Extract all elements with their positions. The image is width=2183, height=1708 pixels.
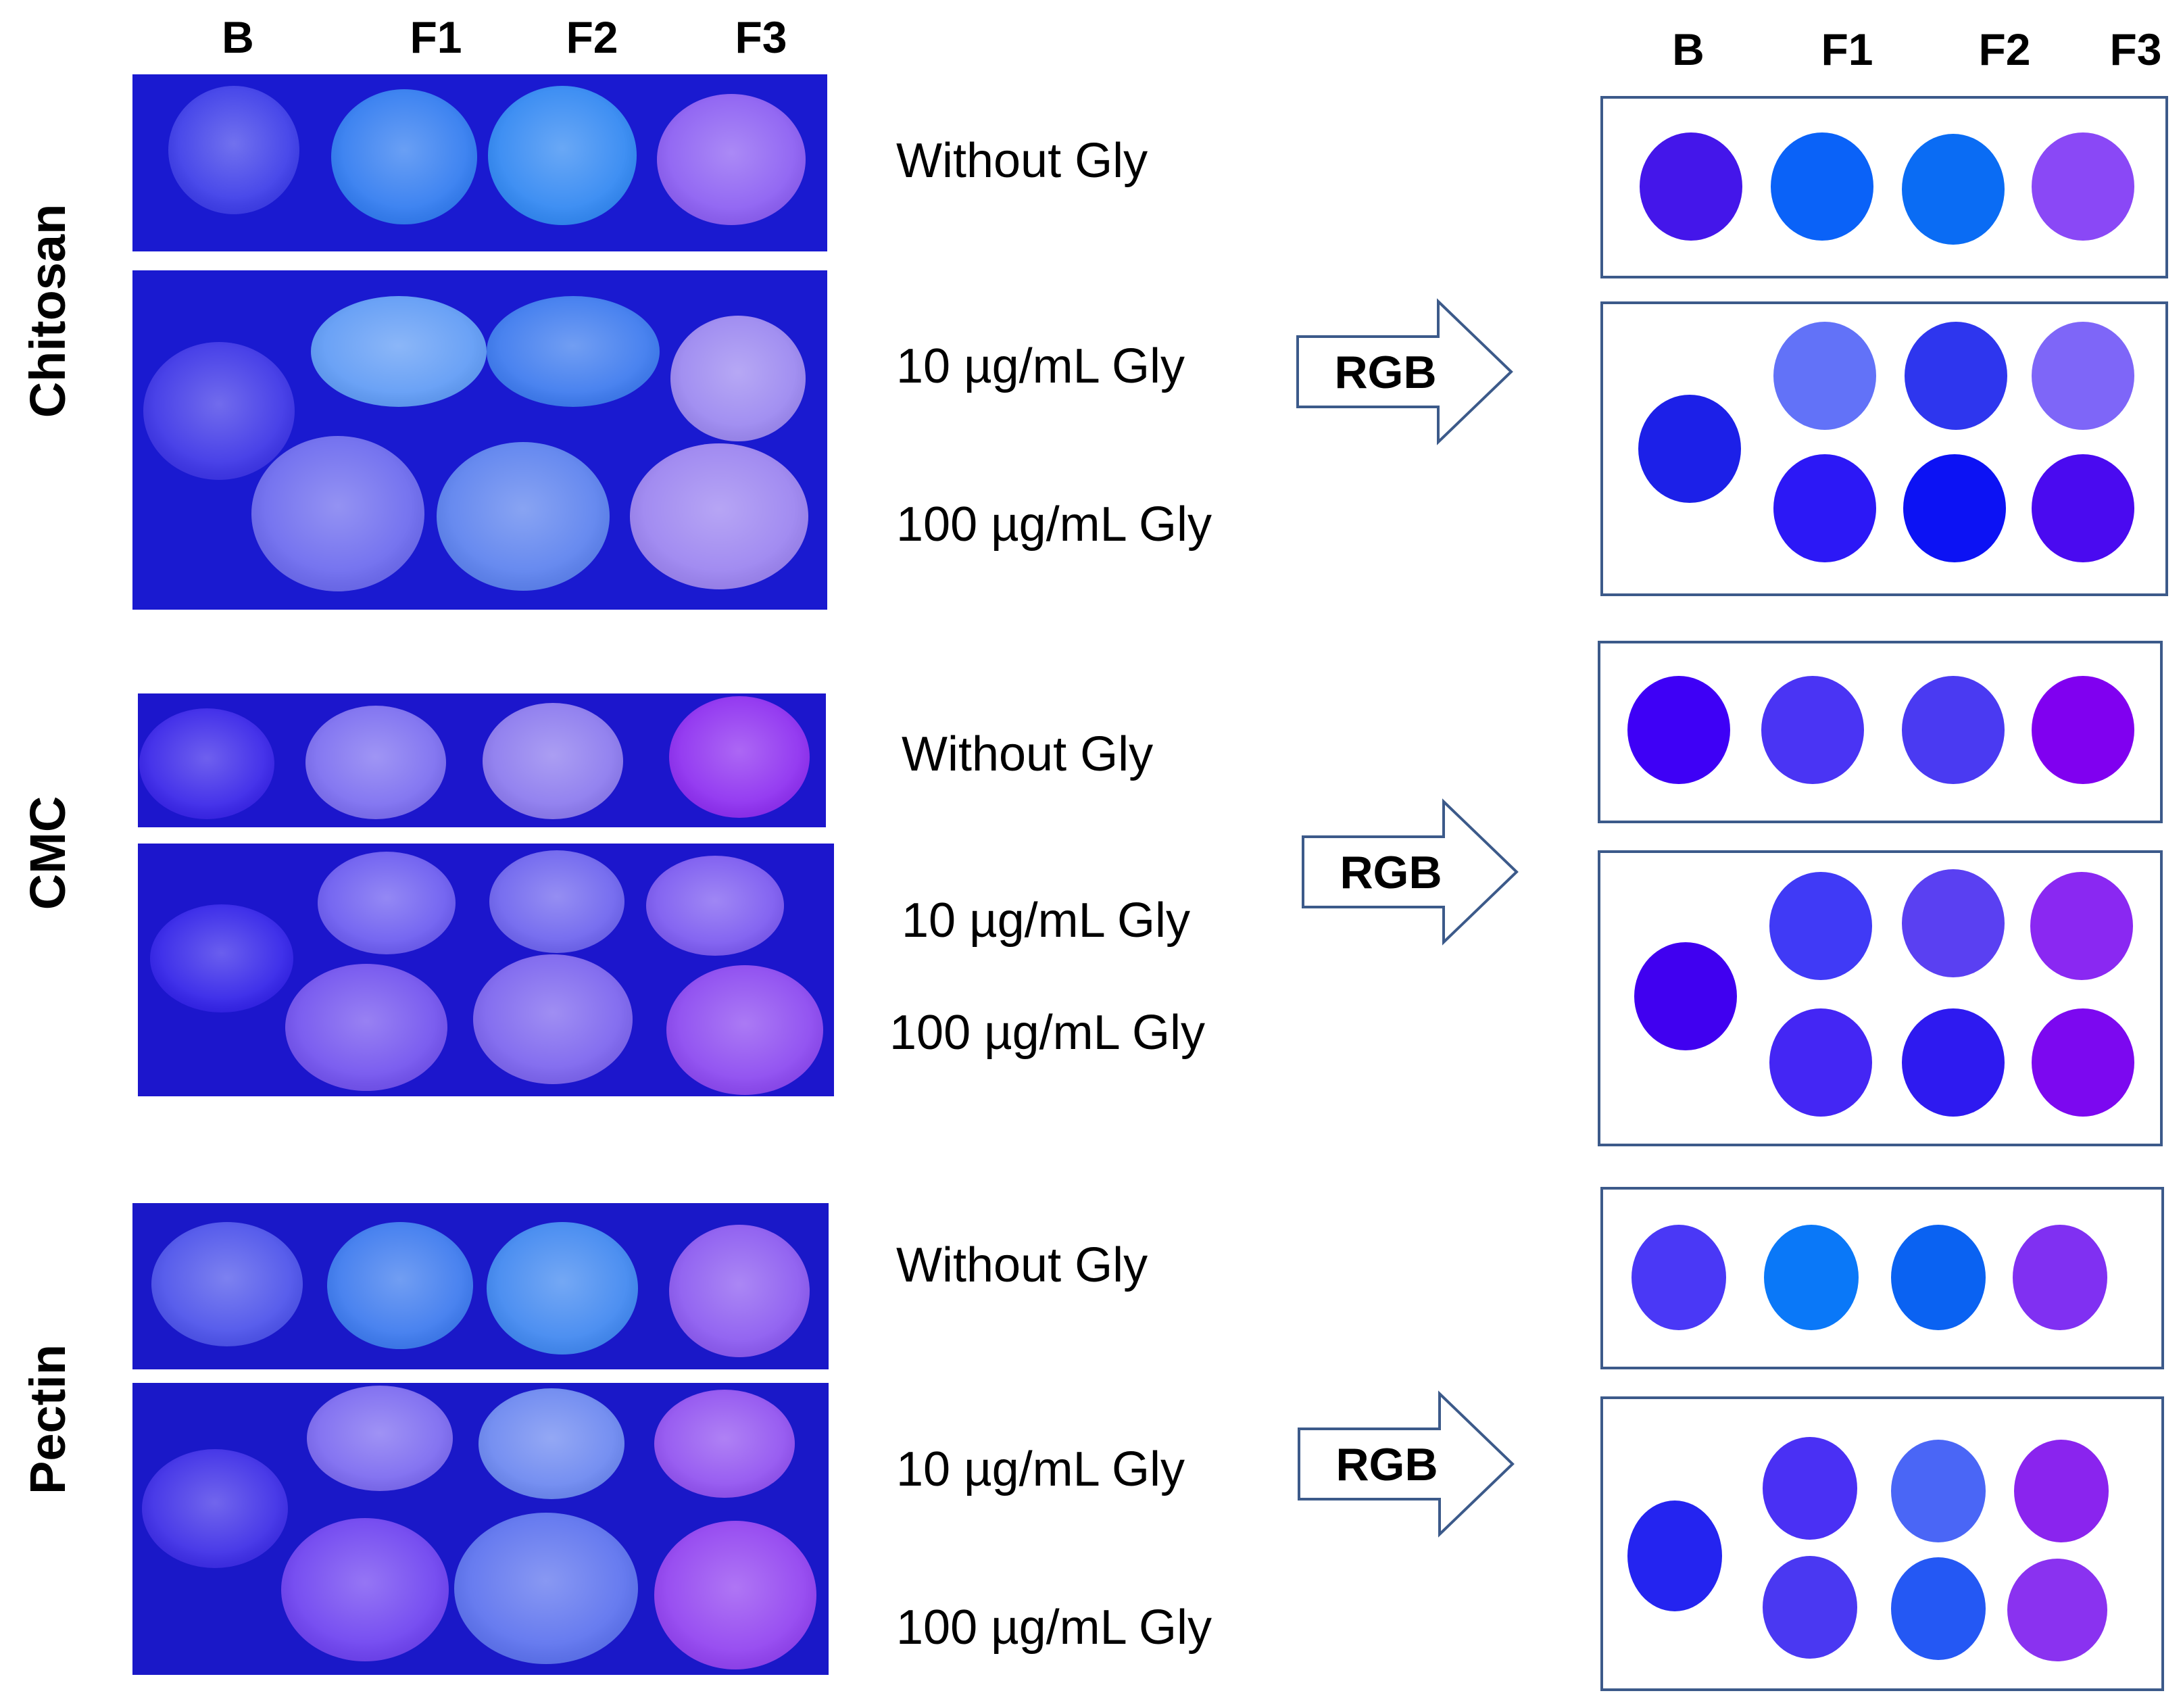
rgb-dot-pectin-without-B: [1632, 1225, 1726, 1330]
rgb-dot-cmc-100-F2: [1902, 1008, 2005, 1117]
rgb-dot-cmc-without-B: [1627, 676, 1730, 784]
panel-chitosan: Chitosan: [20, 74, 2168, 610]
cond-cmc-10: 10 µg/mL Gly: [902, 894, 1190, 948]
rgb-dot-pectin-10-F3: [2014, 1440, 2109, 1542]
cond-chitosan-100: 100 µg/mL Gly: [896, 497, 1212, 552]
rgb-dot-chitosan-without-F1: [1771, 132, 1873, 241]
rgb-label-cmc: RGB: [1340, 847, 1442, 898]
cond-cmc-100: 100 µg/mL Gly: [889, 1006, 1205, 1060]
panel-pectin: Pectin Without Gly: [20, 1187, 2164, 1691]
rgb-dot-cmc-10-F2: [1902, 869, 2005, 977]
cond-pectin-10: 10 µg/mL Gly: [896, 1442, 1185, 1496]
rgb-dot-chitosan-without-F2: [1902, 134, 2005, 245]
rgb-dot-chitosan-10-F3: [2032, 322, 2134, 430]
rgb-dot-cmc-10-F3: [2030, 872, 2133, 980]
rgb-dot-chitosan-10-F1: [1773, 322, 1876, 430]
cond-chitosan-without: Without Gly: [896, 134, 1148, 188]
rgb-dot-chitosan-blank: [1638, 395, 1741, 503]
rgb-dot-pectin-100-F3: [2007, 1559, 2107, 1661]
rgb-dot-cmc-without-F1: [1761, 676, 1864, 784]
rgb-arrow-pectin: RGB: [1298, 1390, 1515, 1538]
panel-cmc: CMC Without Gly: [20, 641, 2163, 1146]
rgb-dot-pectin-without-F2: [1891, 1225, 1986, 1330]
right-header-F3: F3: [2109, 24, 2161, 74]
rgb-dot-chitosan-100-F2: [1903, 454, 2006, 562]
rgb-dot-cmc-10-F1: [1769, 872, 1872, 980]
rgb-dot-chitosan-without-F3: [2032, 132, 2134, 241]
rgb-dot-chitosan-10-F2: [1905, 322, 2007, 430]
panel-label-cmc: CMC: [20, 796, 76, 910]
rgb-dot-chitosan-100-F3: [2032, 454, 2134, 562]
left-header-B: B: [222, 12, 254, 62]
cond-pectin-without: Without Gly: [896, 1238, 1148, 1292]
right-header-F2: F2: [1978, 24, 2030, 74]
rgb-dot-cmc-blank: [1634, 942, 1737, 1050]
right-header-B: B: [1672, 24, 1704, 74]
rgb-label-chitosan: RGB: [1334, 347, 1436, 398]
left-header-F1: F1: [410, 12, 462, 62]
left-header-F3: F3: [735, 12, 787, 62]
cond-pectin-100: 100 µg/mL Gly: [896, 1601, 1212, 1655]
cond-cmc-without: Without Gly: [902, 727, 1153, 781]
rgb-dot-cmc-without-F2: [1902, 676, 2005, 784]
rgb-label-pectin: RGB: [1335, 1439, 1438, 1490]
cond-chitosan-10: 10 µg/mL Gly: [896, 339, 1185, 393]
rgb-dot-chitosan-without-B: [1640, 132, 1742, 241]
rgb-dot-pectin-without-F3: [2013, 1225, 2107, 1330]
rgb-dot-pectin-100-F1: [1763, 1556, 1857, 1659]
panel-label-pectin: Pectin: [20, 1344, 76, 1494]
rgb-dot-pectin-10-F2: [1891, 1440, 1986, 1542]
rgb-dot-cmc-100-F3: [2032, 1008, 2134, 1117]
rgb-arrow-chitosan: RGB: [1296, 298, 1513, 445]
panel-label-chitosan: Chitosan: [20, 204, 76, 418]
rgb-dot-pectin-10-F1: [1763, 1437, 1857, 1540]
rgb-dot-pectin-blank: [1627, 1500, 1722, 1611]
right-header-F1: F1: [1821, 24, 1873, 74]
left-header-F2: F2: [566, 12, 618, 62]
rgb-dot-cmc-100-F1: [1769, 1008, 1872, 1117]
rgb-arrow-cmc: RGB: [1302, 798, 1519, 946]
rgb-dot-chitosan-100-F1: [1773, 454, 1876, 562]
rgb-dot-pectin-without-F1: [1764, 1225, 1859, 1330]
rgb-dot-cmc-without-F3: [2032, 676, 2134, 784]
rgb-dot-pectin-100-F2: [1891, 1557, 1986, 1660]
